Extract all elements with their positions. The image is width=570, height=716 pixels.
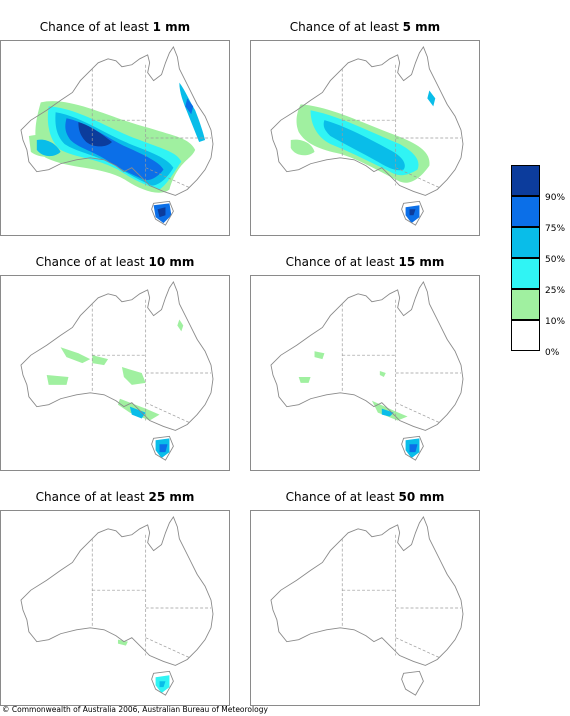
- legend-swatch-75: [511, 196, 540, 227]
- title-amount: 25 mm: [148, 490, 195, 504]
- legend-swatch-10: [511, 289, 540, 320]
- rainfall-map-15mm: [250, 275, 480, 471]
- panel-title: Chance of at least 10 mm: [0, 255, 230, 271]
- rainfall-map-10mm: [0, 275, 230, 471]
- rainfall-map-50mm: [250, 510, 480, 706]
- rainfall-map-5mm: [250, 40, 480, 236]
- rain-overlay: [290, 90, 436, 224]
- rain-overlay: [46, 319, 184, 459]
- title-amount: 50 mm: [398, 490, 445, 504]
- title-amount: 5 mm: [402, 20, 441, 34]
- legend-swatch-0: [511, 320, 540, 351]
- legend-label-75: 75%: [545, 224, 566, 234]
- panel-title: Chance of at least 5 mm: [250, 20, 480, 36]
- state-borders: [91, 299, 212, 423]
- probability-legend: 90% 75% 50% 25% 10% 0%: [511, 165, 569, 360]
- legend-swatch-90: [511, 165, 540, 196]
- title-prefix: Chance of at least: [35, 255, 149, 269]
- state-borders: [91, 64, 212, 188]
- rain-overlay: [28, 82, 206, 224]
- legend-label-50: 50%: [545, 255, 566, 265]
- title-amount: 1 mm: [152, 20, 191, 34]
- australia-outline: [20, 45, 214, 226]
- legend-label-25: 25%: [545, 286, 566, 296]
- australia-outline: [270, 45, 464, 226]
- legend-label-10: 10%: [545, 317, 566, 327]
- panel-title: Chance of at least 50 mm: [250, 490, 480, 506]
- australia-outline: [270, 280, 464, 461]
- title-prefix: Chance of at least: [39, 20, 153, 34]
- australia-outline: [20, 515, 214, 696]
- rainfall-map-1mm: [0, 40, 230, 236]
- legend-swatch-50: [511, 227, 540, 258]
- state-borders: [91, 534, 212, 658]
- state-borders: [341, 534, 462, 658]
- title-prefix: Chance of at least: [289, 20, 403, 34]
- title-prefix: Chance of at least: [285, 490, 399, 504]
- legend-swatch-25: [511, 258, 540, 289]
- title-amount: 15 mm: [398, 255, 445, 269]
- australia-outline: [20, 280, 214, 461]
- panel-title: Chance of at least 1 mm: [0, 20, 230, 36]
- copyright-notice: © Commonwealth of Australia 2006, Austra…: [2, 705, 268, 714]
- legend-label-0: 0%: [545, 348, 560, 358]
- title-prefix: Chance of at least: [35, 490, 149, 504]
- rain-overlay: [298, 351, 420, 459]
- title-amount: 10 mm: [148, 255, 195, 269]
- rainfall-map-25mm: [0, 510, 230, 706]
- state-borders: [341, 299, 462, 423]
- rain-overlay: [117, 639, 170, 694]
- panel-title: Chance of at least 15 mm: [250, 255, 480, 271]
- australia-outline: [270, 515, 464, 696]
- panel-title: Chance of at least 25 mm: [0, 490, 230, 506]
- legend-label-90: 90%: [545, 193, 566, 203]
- title-prefix: Chance of at least: [285, 255, 399, 269]
